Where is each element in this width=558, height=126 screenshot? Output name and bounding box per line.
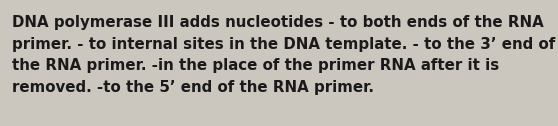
Text: DNA polymerase III adds nucleotides - to both ends of the RNA
primer. - to inter: DNA polymerase III adds nucleotides - to…: [12, 15, 556, 95]
